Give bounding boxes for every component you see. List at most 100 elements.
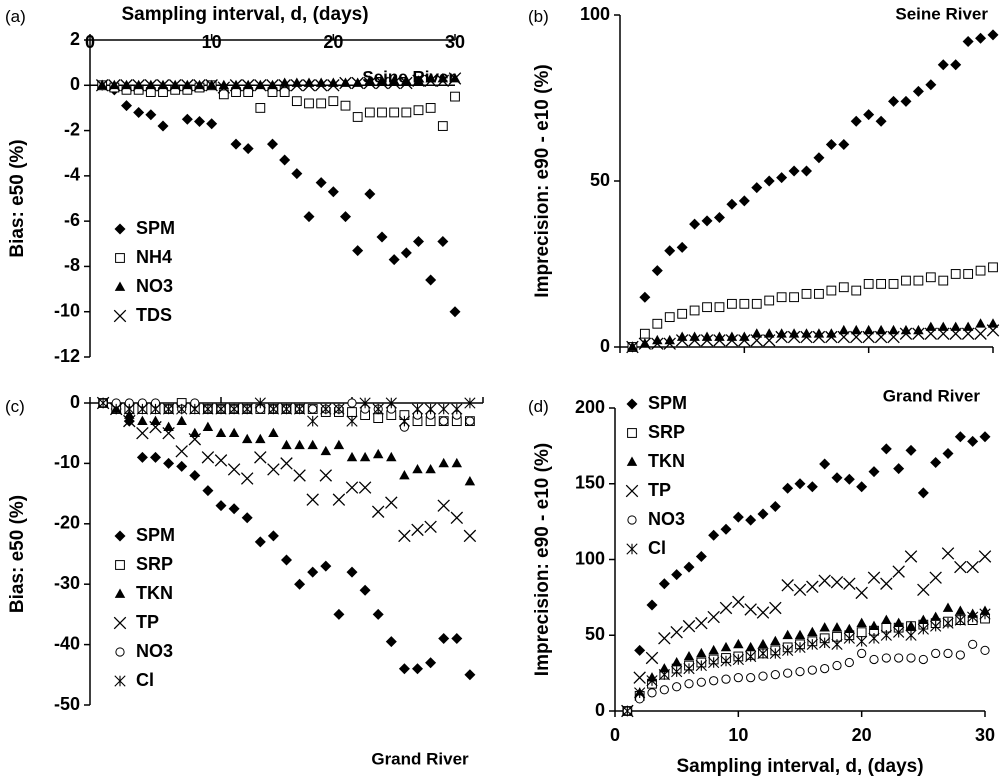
data-point [794,478,806,490]
data-point [869,654,879,665]
data-point [826,285,837,296]
data-point [240,472,254,485]
data-point [974,327,987,340]
data-point [646,599,658,611]
x-tick-label: 0 [610,725,620,745]
data-point [372,448,384,459]
data-point [464,669,476,681]
y-tick-label: 2 [70,29,80,49]
data-point [962,36,974,48]
data-point [832,660,842,671]
data-point [351,76,364,90]
y-tick-label: 100 [580,4,610,24]
x-tick-label: 30 [445,32,465,52]
data-point [359,397,371,409]
data-point [868,466,880,478]
data-point [677,308,688,319]
legend-label: NH4 [136,247,172,267]
data-point [465,416,475,426]
data-point [887,330,900,344]
data-point [279,77,290,87]
data-point [696,677,706,687]
data-point [708,529,720,541]
data-point [241,433,253,444]
data-point [795,666,805,677]
data-point [193,79,206,92]
data-point [228,403,240,415]
data-point [451,457,463,468]
data-point [875,115,887,127]
data-point [676,241,688,253]
data-point [702,302,712,313]
data-point [931,648,941,659]
y-tick-label: 0 [600,336,610,356]
data-point [672,682,682,692]
data-point [720,523,732,535]
data-point [875,324,887,335]
data-point [937,59,949,71]
data-point [763,175,775,187]
data-point [938,275,949,286]
data-point [819,622,830,632]
data-point [279,87,290,97]
data-point [893,463,905,475]
data-point [388,75,400,85]
data-point [278,79,291,92]
data-point [372,608,384,620]
data-point [150,415,161,425]
data-point [954,431,966,443]
data-point [880,577,893,590]
data-point [979,608,991,620]
data-point [400,76,413,90]
data-point [646,675,658,687]
data-point [255,433,266,444]
legend-marker [113,309,127,323]
data-point [254,397,266,409]
data-point [346,415,358,427]
legend-label: TP [648,480,671,500]
data-point [95,79,109,92]
data-point [874,330,888,344]
data-point [189,427,201,438]
data-point [364,188,376,200]
x-tick-label: 10 [202,32,222,52]
data-point [437,236,449,248]
data-point [917,623,929,635]
x-tick-label: 20 [852,725,872,745]
data-point [721,674,731,684]
data-point [888,324,899,335]
y-tick-label: -20 [54,513,80,533]
data-point [145,109,157,121]
data-point [189,469,201,481]
data-point [955,605,966,615]
data-point [651,265,663,277]
data-point [291,168,303,180]
data-point [206,118,218,130]
data-point [320,445,332,456]
data-point [966,560,979,574]
data-point [658,578,670,590]
legend-marker [626,456,638,466]
data-point [307,415,319,427]
data-point [346,566,358,578]
y-tick-label: -4 [64,165,80,185]
data-point [228,427,240,438]
data-point [389,107,400,118]
data-point [168,79,182,92]
data-point [770,670,780,680]
data-point [863,109,875,121]
data-point [892,565,905,578]
data-point [901,275,911,286]
data-point [851,285,862,296]
series-cl [97,397,476,427]
legend: SPM SRP TKN TP NO3 Cl [113,525,175,690]
legend-marker [114,588,126,598]
data-point [293,403,306,415]
data-point [352,112,363,122]
data-point [942,617,954,629]
y-tick-label: 0 [70,392,80,412]
data-point [713,212,725,224]
data-point [732,595,745,609]
data-point [437,72,449,83]
